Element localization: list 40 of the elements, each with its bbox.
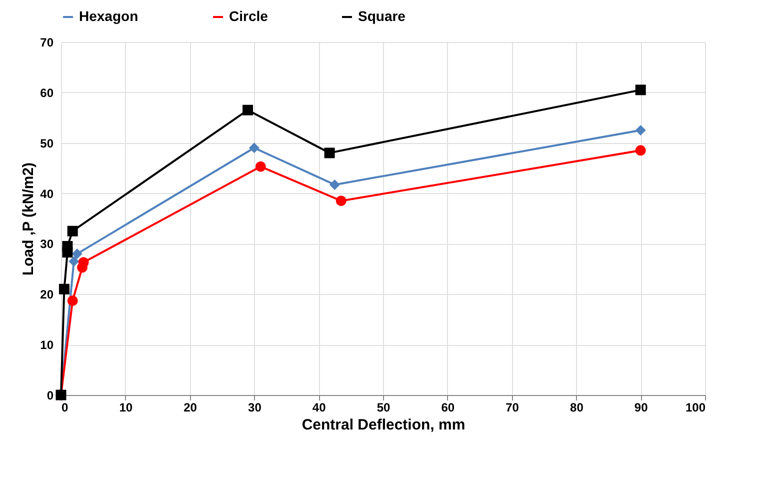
x-tick-label: 70	[506, 400, 520, 414]
x-tick-label: 0	[62, 400, 68, 414]
point	[62, 240, 73, 252]
point	[67, 226, 78, 236]
x-axis-title: Central Deflection, mm	[302, 416, 466, 434]
point	[242, 104, 254, 116]
point	[248, 142, 260, 154]
x-tick-label: 40	[312, 400, 326, 414]
point	[255, 161, 266, 172]
y-tick-label: 40	[40, 186, 54, 201]
point	[324, 148, 335, 158]
point	[635, 145, 646, 156]
y-tick-label: 0	[46, 388, 54, 402]
point	[635, 84, 646, 96]
y-tick-label: 60	[40, 86, 54, 100]
y-tick-label: 20	[40, 288, 54, 302]
x-tick-label: 20	[184, 400, 198, 414]
legend-label: Hexagon	[79, 8, 138, 24]
point	[72, 248, 82, 260]
y-tick-label: 50	[40, 136, 54, 150]
point	[67, 295, 78, 306]
y-tick-label: 70	[40, 36, 54, 50]
x-tick-label: 10	[119, 400, 133, 414]
point	[336, 196, 346, 206]
point	[58, 284, 70, 294]
x-tick-label: 30	[248, 400, 262, 414]
y-axis-title: Load ,P (kN/m2)	[20, 162, 38, 276]
y-tick-label: 10	[40, 338, 54, 352]
x-tick-label: 50	[376, 400, 390, 414]
y-tick-label: 30	[40, 237, 54, 252]
legend-label: Square	[358, 8, 406, 24]
x-tick-label: 90	[634, 400, 648, 414]
point	[635, 125, 646, 136]
x-tick-label: 60	[441, 400, 455, 414]
point	[78, 257, 89, 268]
point	[68, 256, 80, 267]
legend-label: Circle	[229, 8, 268, 24]
point	[329, 179, 340, 190]
x-tick-label: 80	[570, 400, 584, 414]
x-tick-label: 100	[685, 400, 706, 414]
